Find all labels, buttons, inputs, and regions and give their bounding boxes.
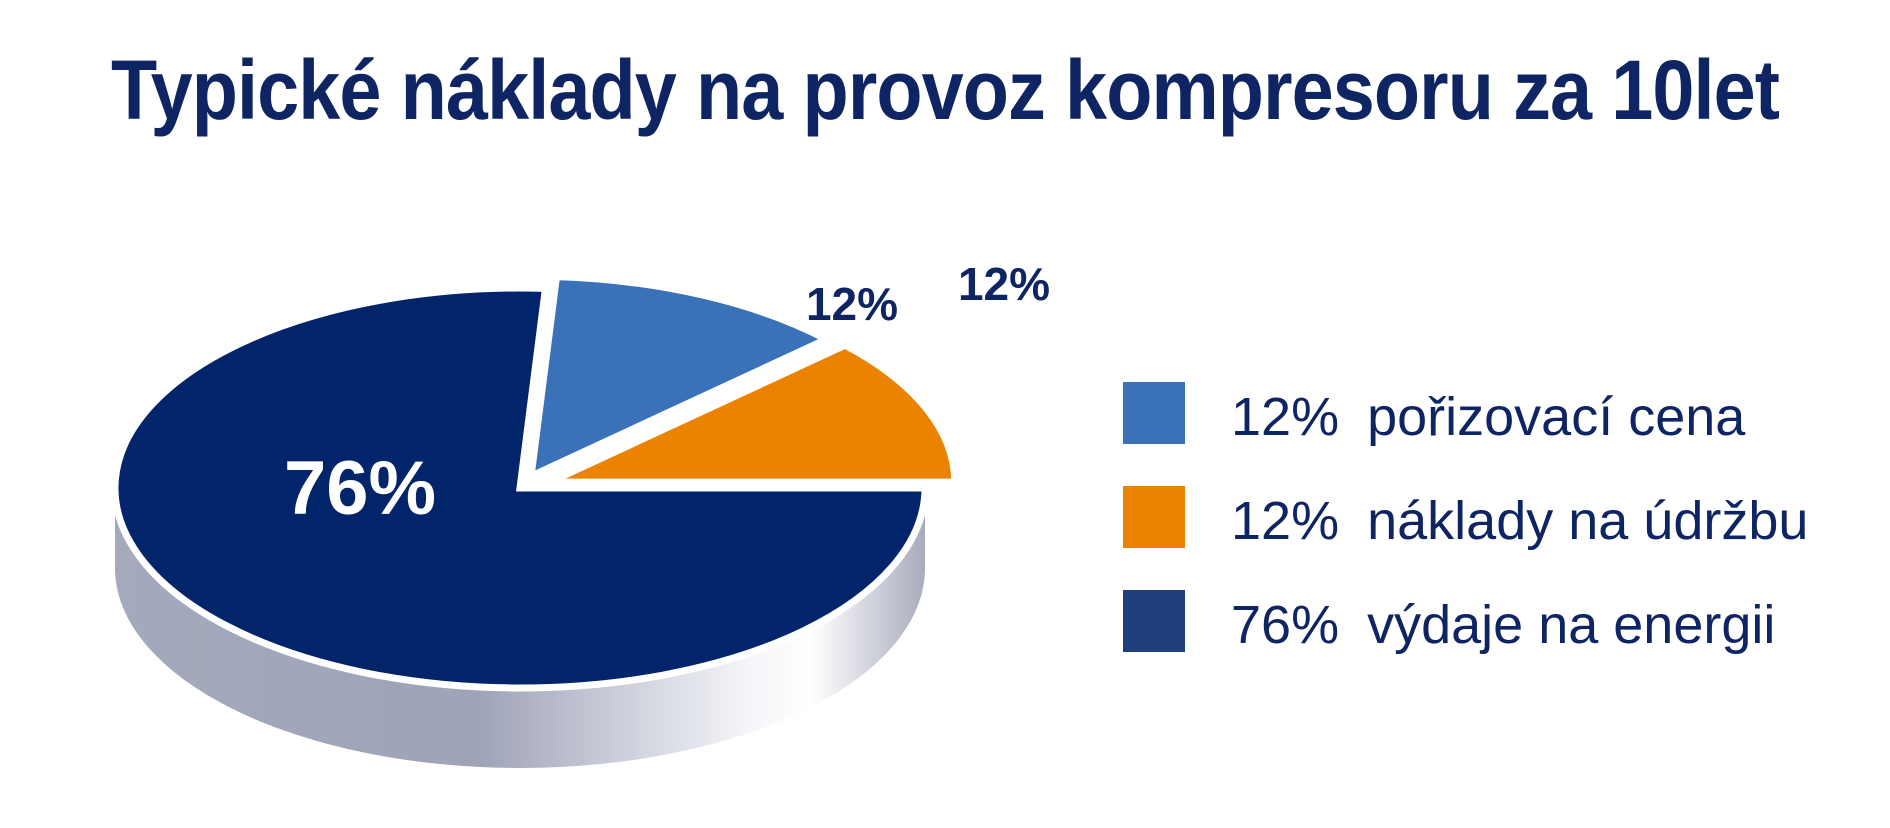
legend-label-energy: výdaje na energii <box>1367 595 1776 655</box>
legend-label-acquisition: pořizovací cena <box>1367 387 1746 447</box>
pie-slice-maintenance <box>548 341 959 486</box>
data-label-maintenance: 12% <box>958 258 1050 310</box>
data-label-acquisition: 12% <box>806 278 898 330</box>
legend-item-energy: 76% výdaje na energii <box>1123 590 1823 655</box>
legend-swatch-acquisition <box>1123 382 1185 444</box>
legend-value-acquisition: 12% <box>1231 387 1340 447</box>
legend-value-maintenance: 12% <box>1231 491 1340 551</box>
chart-title: Typické náklady na provoz kompresoru za … <box>110 43 1780 137</box>
pie-slice-acquisition <box>526 273 835 483</box>
legend-item-maintenance: 12% náklady na údržbu <box>1123 486 1823 551</box>
legend-swatch-maintenance <box>1123 486 1185 548</box>
pie-slice-energy <box>111 284 929 692</box>
pie-side <box>115 488 925 768</box>
legend-value-energy: 76% <box>1231 595 1340 655</box>
legend-label-maintenance: náklady na údržbu <box>1367 491 1809 551</box>
legend-swatch-energy <box>1123 590 1185 652</box>
legend-item-acquisition: 12% pořizovací cena <box>1123 382 1823 447</box>
data-label-energy: 76% <box>284 446 436 531</box>
